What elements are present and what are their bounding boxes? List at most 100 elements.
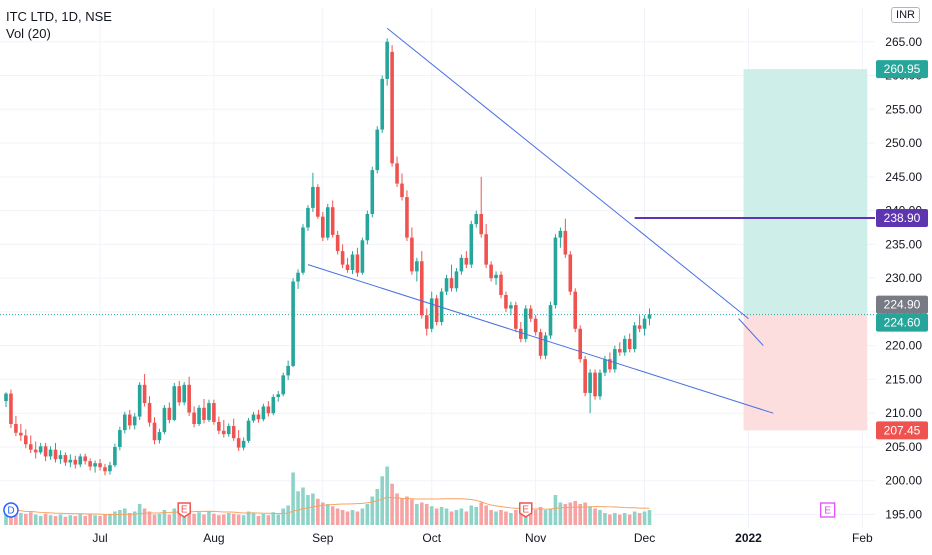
y-tick-label: 200.00 xyxy=(885,474,922,488)
volume-bar xyxy=(103,514,107,525)
volume-bar xyxy=(63,516,68,525)
volume-bar xyxy=(43,513,48,525)
volume-bar xyxy=(479,502,483,525)
x-tick-label: Jul xyxy=(92,531,107,545)
candle-body xyxy=(429,298,434,329)
candle-body xyxy=(375,129,380,171)
volume-bar xyxy=(58,514,63,525)
candle xyxy=(464,251,469,268)
currency-badge[interactable]: INR xyxy=(891,7,920,23)
y-tick-label: 235.00 xyxy=(885,237,922,251)
candle-body xyxy=(444,278,449,292)
volume-bar xyxy=(514,510,518,525)
candle xyxy=(573,288,578,333)
candle xyxy=(127,409,132,430)
candle-body xyxy=(449,278,454,289)
candle xyxy=(538,328,543,360)
trendline-upper xyxy=(386,27,749,320)
candle-body xyxy=(613,349,617,370)
volume-bar xyxy=(187,510,191,525)
event-marker-earnings-upcoming: E xyxy=(820,502,836,518)
candle-body xyxy=(222,430,226,435)
x-tick-label: Feb xyxy=(852,531,873,545)
volume-bar xyxy=(449,511,454,525)
candle-body xyxy=(187,384,191,413)
volume-indicator-title[interactable]: Vol (20) xyxy=(6,26,51,41)
candle-body xyxy=(533,318,538,333)
candle-body xyxy=(113,446,117,466)
candle-body xyxy=(608,359,612,370)
volume-bar xyxy=(301,487,305,525)
volume-bar xyxy=(78,513,83,525)
volume-bar xyxy=(637,513,642,525)
candle xyxy=(137,382,142,420)
volume-bar xyxy=(370,496,375,525)
symbol-title[interactable]: ITC LTD, 1D, NSE xyxy=(6,9,112,24)
candle xyxy=(291,278,295,368)
volume-bar xyxy=(469,505,474,525)
volume-bar xyxy=(632,511,637,525)
candle-body xyxy=(266,406,271,414)
candle xyxy=(474,210,479,228)
volume-bar xyxy=(286,505,290,525)
candle-body xyxy=(410,237,414,272)
price-tag-bg xyxy=(876,421,928,440)
candle-body xyxy=(489,264,493,279)
candle xyxy=(588,369,592,414)
candle-body xyxy=(281,375,285,395)
volume-bar xyxy=(325,504,330,525)
candle-body xyxy=(588,372,592,393)
candle xyxy=(514,301,518,333)
volume-bar xyxy=(464,511,469,525)
candle xyxy=(177,380,182,406)
candle xyxy=(28,435,33,454)
candle-body xyxy=(523,308,528,339)
candle xyxy=(68,454,73,468)
event-marker-earnings: E xyxy=(519,502,533,518)
candle xyxy=(286,360,290,381)
volume-bar xyxy=(261,513,266,525)
volume-bar xyxy=(598,510,602,525)
volume-bar xyxy=(142,508,147,525)
candle-body xyxy=(553,237,558,306)
volume-bar xyxy=(182,511,186,525)
earnings-icon xyxy=(177,502,191,518)
volume-bar xyxy=(14,508,18,525)
stop-zone xyxy=(743,314,868,431)
event-marker-dividend: D xyxy=(3,502,19,518)
volume-bar xyxy=(19,513,23,525)
price-tag-label: 260.95 xyxy=(884,62,921,76)
volume-bar xyxy=(647,510,652,525)
volume-bar xyxy=(256,516,261,525)
candle xyxy=(454,268,459,292)
volume-bar xyxy=(380,476,384,525)
volume-bar xyxy=(429,506,434,525)
event-label: E xyxy=(824,506,831,517)
volume-bar xyxy=(558,502,563,525)
candle xyxy=(340,244,345,268)
candle xyxy=(217,416,221,435)
candle-body xyxy=(543,335,548,356)
candle xyxy=(543,332,548,360)
volume-bar xyxy=(355,511,360,525)
candle-body xyxy=(4,393,8,402)
y-tick-label: 210.00 xyxy=(885,406,922,420)
volume-bar xyxy=(434,508,439,525)
candle xyxy=(642,315,647,336)
candle-body xyxy=(152,422,157,441)
candle-body xyxy=(504,295,508,309)
volume-bar xyxy=(627,514,632,525)
volume-bar xyxy=(236,514,241,525)
candle xyxy=(78,453,83,468)
volume-bar xyxy=(459,508,464,525)
candle-body xyxy=(311,186,315,208)
candle xyxy=(93,460,97,473)
price-tag-bg xyxy=(876,313,928,332)
candle xyxy=(424,308,429,336)
volume-bar xyxy=(385,466,389,525)
candle xyxy=(246,417,251,443)
volume-bar xyxy=(207,511,211,525)
volume-bar xyxy=(108,513,112,525)
